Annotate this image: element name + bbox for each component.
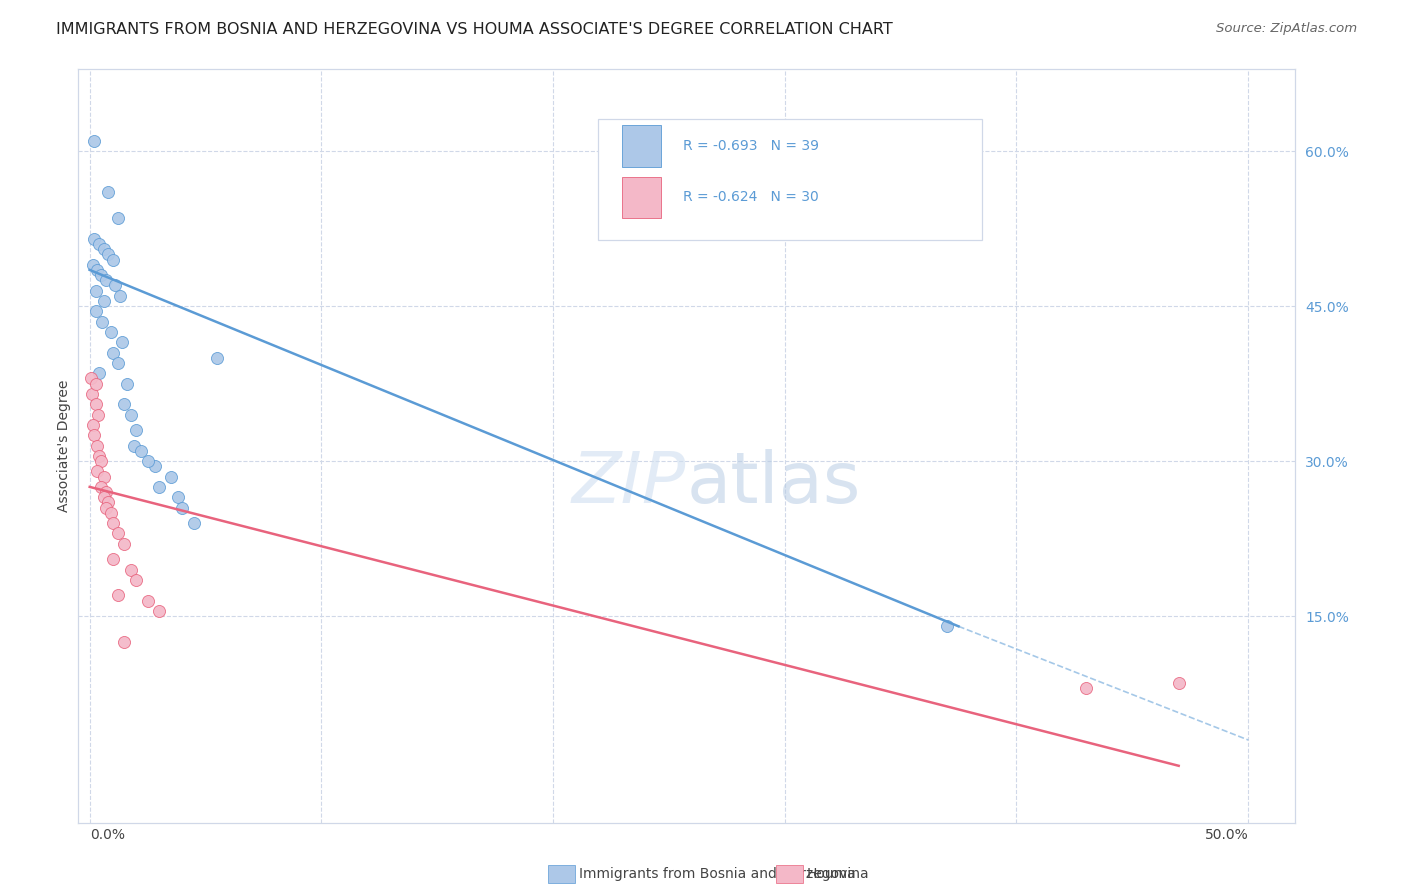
Point xyxy=(90,268,112,282)
Text: atlas: atlas xyxy=(686,449,860,517)
Point xyxy=(148,480,170,494)
Point xyxy=(108,289,131,303)
Point xyxy=(136,454,159,468)
FancyBboxPatch shape xyxy=(621,177,661,218)
Point xyxy=(100,506,122,520)
Point xyxy=(83,232,105,246)
Point xyxy=(93,293,115,308)
Point xyxy=(80,387,103,401)
Point xyxy=(86,439,108,453)
Text: IMMIGRANTS FROM BOSNIA AND HERZEGOVINA VS HOUMA ASSOCIATE'S DEGREE CORRELATION C: IMMIGRANTS FROM BOSNIA AND HERZEGOVINA V… xyxy=(56,22,893,37)
Text: 0.0%: 0.0% xyxy=(90,828,125,842)
Point xyxy=(183,516,205,530)
Point xyxy=(87,449,110,463)
Point xyxy=(97,186,120,200)
Point xyxy=(91,315,114,329)
FancyBboxPatch shape xyxy=(621,125,661,167)
Point xyxy=(83,134,105,148)
Point xyxy=(111,335,134,350)
Point xyxy=(136,593,159,607)
Point xyxy=(86,464,108,478)
Point xyxy=(101,345,124,359)
Point xyxy=(115,376,138,391)
Point xyxy=(107,526,129,541)
Point xyxy=(97,247,120,261)
Point xyxy=(114,537,136,551)
Point xyxy=(82,258,104,272)
Point xyxy=(93,242,115,256)
Point xyxy=(159,469,181,483)
Point xyxy=(114,397,136,411)
Point xyxy=(143,459,166,474)
Point xyxy=(107,356,129,370)
Point xyxy=(129,443,152,458)
Point xyxy=(125,423,148,437)
Point xyxy=(148,604,170,618)
Text: R = -0.624   N = 30: R = -0.624 N = 30 xyxy=(683,190,818,204)
Point xyxy=(1167,676,1189,690)
Point xyxy=(104,278,127,293)
Point xyxy=(87,237,110,252)
Point xyxy=(86,263,108,277)
Point xyxy=(166,490,188,504)
Point xyxy=(87,408,110,422)
Point xyxy=(205,351,228,365)
Point xyxy=(1074,681,1097,696)
Point xyxy=(94,500,117,515)
Point xyxy=(120,562,142,576)
Point xyxy=(84,284,107,298)
Point xyxy=(100,325,122,339)
Point xyxy=(114,635,136,649)
Point xyxy=(84,376,107,391)
Text: 50.0%: 50.0% xyxy=(1205,828,1249,842)
Point xyxy=(93,490,115,504)
Point xyxy=(101,516,124,530)
Point xyxy=(122,439,145,453)
Point xyxy=(90,480,112,494)
Point xyxy=(93,469,115,483)
Point xyxy=(125,573,148,587)
Point xyxy=(101,252,124,267)
Point xyxy=(94,273,117,287)
Point xyxy=(87,366,110,380)
Point xyxy=(84,304,107,318)
Point xyxy=(101,552,124,566)
Point xyxy=(83,428,105,442)
Point xyxy=(80,371,103,385)
Point xyxy=(936,619,959,633)
Text: Houma: Houma xyxy=(807,867,856,881)
Point xyxy=(90,454,112,468)
Point xyxy=(84,397,107,411)
Point xyxy=(82,417,104,432)
Point xyxy=(94,485,117,500)
Y-axis label: Associate's Degree: Associate's Degree xyxy=(58,379,72,512)
FancyBboxPatch shape xyxy=(598,119,981,241)
Point xyxy=(120,408,142,422)
Point xyxy=(172,500,194,515)
Text: Immigrants from Bosnia and Herzegovina: Immigrants from Bosnia and Herzegovina xyxy=(579,867,869,881)
Text: ZIP: ZIP xyxy=(572,449,686,517)
Point xyxy=(107,211,129,226)
Text: Source: ZipAtlas.com: Source: ZipAtlas.com xyxy=(1216,22,1357,36)
Point xyxy=(107,588,129,602)
Point xyxy=(97,495,120,509)
Text: R = -0.693   N = 39: R = -0.693 N = 39 xyxy=(683,139,818,153)
